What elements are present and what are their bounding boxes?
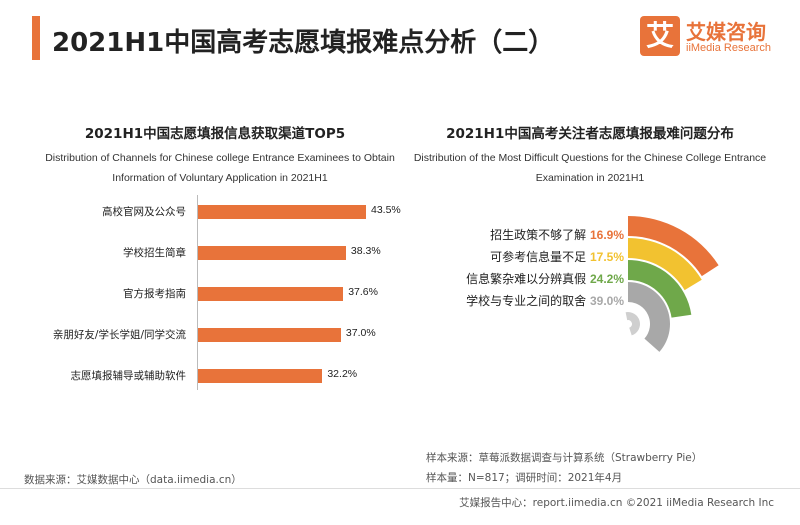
title-accent-bar bbox=[32, 16, 40, 60]
radial-value-label: 16.9% bbox=[589, 228, 624, 242]
radial-svg bbox=[625, 216, 719, 352]
radial-category-label: 招生政策不够了解 16.9% bbox=[490, 226, 624, 243]
sample-size-note: 样本量：N=817；调研时间：2021年4月 bbox=[426, 472, 623, 484]
radial-category-text: 信息繁杂难以分辨真假 bbox=[466, 272, 590, 286]
radial-category-label: 学校与专业之间的取舍 39.0% bbox=[466, 292, 624, 309]
bar bbox=[198, 287, 344, 301]
radial-arc bbox=[628, 216, 719, 277]
bar bbox=[198, 369, 323, 383]
left-source-note: 数据来源：艾媒数据中心（data.iimedia.cn） bbox=[24, 474, 242, 486]
radial-arc bbox=[628, 238, 702, 291]
bar-category-label: 高校官网及公众号 bbox=[102, 206, 186, 218]
bar-category-label: 志愿填报辅导或辅助软件 bbox=[70, 370, 187, 382]
radial-value-label: 24.2% bbox=[589, 272, 624, 286]
bar-category-label: 官方报考指南 bbox=[123, 288, 186, 300]
logo-en-text: iiMedia Research bbox=[686, 42, 771, 54]
radial-category-text: 招生政策不够了解 bbox=[490, 228, 590, 242]
sample-source-note: 样本来源：草莓派数据调查与计算系统（Strawberry Pie） bbox=[426, 452, 703, 464]
bar-category-label: 亲朋好友/学长学姐/同学交流 bbox=[52, 329, 186, 341]
page-title: 2021H1中国高考志愿填报难点分析（二） bbox=[52, 28, 555, 58]
radial-arc bbox=[628, 282, 670, 352]
bar-value-label: 37.0% bbox=[345, 327, 376, 339]
bar-category-label: 学校招生简章 bbox=[123, 247, 186, 259]
radial-arc bbox=[628, 260, 692, 318]
difficulty-radial-chart: 招生政策不够了解 16.9% 可参考信息量不足 17.5% 信息繁杂难以分辨真假 2… bbox=[400, 190, 780, 390]
bar bbox=[198, 328, 341, 342]
radial-category-label: 可参考信息量不足 17.5% bbox=[490, 248, 624, 265]
bar bbox=[198, 246, 346, 260]
left-chart-subtitle: Distribution of Channels for Chinese col… bbox=[45, 152, 395, 184]
radial-value-label: 17.5% bbox=[589, 250, 624, 264]
radial-category-label: 信息繁杂难以分辨真假 24.2% bbox=[466, 270, 624, 287]
left-chart-title: 2021H1中国志愿填报信息获取渠道TOP5 bbox=[84, 126, 346, 142]
bar-value-label: 32.2% bbox=[327, 368, 358, 380]
channel-bar-chart: 高校官网及公众号 43.5% 学校招生简章 38.3% 官方报考指南 37.6% 亲朋好友/… bbox=[0, 195, 401, 395]
logo-mark: 艾 bbox=[640, 16, 680, 56]
right-chart-title: 2021H1中国高考关注者志愿填报最难问题分布 bbox=[446, 126, 734, 142]
right-chart-subtitle: Distribution of the Most Difficult Quest… bbox=[413, 152, 767, 184]
iimedia-logo: 艾 艾媒咨询 iiMedia Research bbox=[640, 14, 780, 64]
bar-value-label: 37.6% bbox=[348, 286, 378, 298]
bar-axis-line bbox=[197, 195, 198, 390]
bar-value-label: 43.5% bbox=[371, 204, 401, 216]
logo-cn-text: 艾媒咨询 bbox=[686, 20, 766, 44]
radial-category-text: 学校与专业之间的取舍 bbox=[466, 294, 590, 308]
bar-value-label: 38.3% bbox=[350, 245, 381, 257]
footer-divider bbox=[0, 488, 800, 489]
footer-text: 艾媒报告中心：report.iimedia.cn ©2021 iiMedia R… bbox=[459, 497, 774, 509]
radial-core-arc bbox=[625, 312, 640, 336]
radial-category-text: 可参考信息量不足 bbox=[490, 250, 590, 264]
radial-value-label: 39.0% bbox=[589, 294, 624, 308]
bar bbox=[198, 205, 366, 219]
